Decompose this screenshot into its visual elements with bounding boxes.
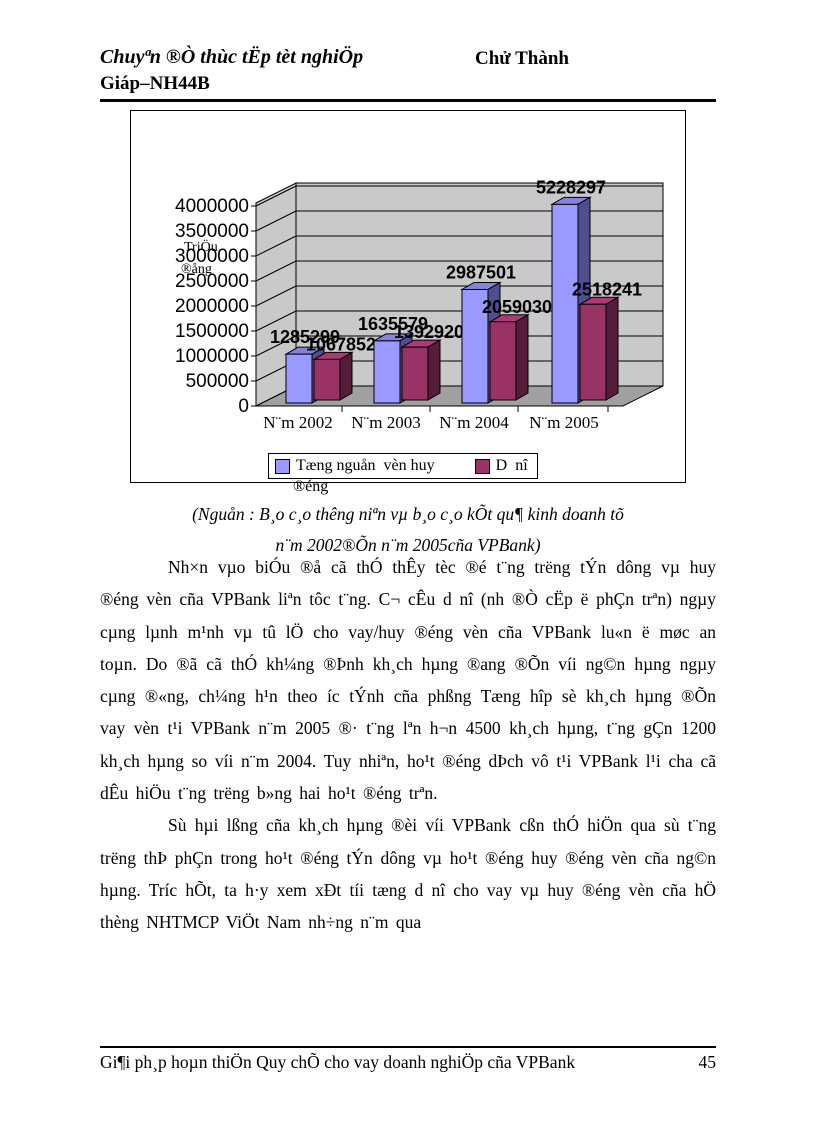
legend-label-series2: D nî <box>495 457 528 474</box>
gridline-left-wall <box>255 310 297 332</box>
caption-line2: n¨m 2002®Õn n¨m 2005cña VPBank) <box>275 535 541 555</box>
gridline-left-wall <box>255 260 297 282</box>
bar-series1-front <box>461 288 489 404</box>
data-label-series1: 5228297 <box>536 177 606 197</box>
data-label-series2: 1067852 <box>306 334 376 354</box>
footer-rule <box>100 1046 716 1048</box>
legend-swatch-series1 <box>275 458 290 474</box>
y-tick-label: 3000000 <box>175 246 249 267</box>
y-tick-label: 1000000 <box>175 346 249 367</box>
data-label-series1: 2987501 <box>446 262 516 282</box>
page-number: 45 <box>698 1052 717 1072</box>
y-tick-label: 1500000 <box>175 321 249 342</box>
gridline-left-wall <box>255 335 297 357</box>
y-tick-label: 4000000 <box>175 196 249 217</box>
y-tick-label: 0 <box>238 396 249 417</box>
legend-label-series1: Tæng nguån vèn huy <box>296 457 435 474</box>
bar-series2-front <box>313 358 341 401</box>
header-author-class: Giáp–NH44B <box>100 73 210 94</box>
y-axis-title-line1: TriÖu <box>184 238 218 255</box>
data-label-series2: 2518241 <box>572 279 642 299</box>
data-label-series1: 1285299 <box>270 327 340 347</box>
x-category-label: N¨m 2004 <box>439 413 509 432</box>
bar-series2-side <box>605 296 619 401</box>
bar-series1-front <box>285 353 313 404</box>
chart-legend: Tæng nguån vèn huy D nî <box>268 453 538 479</box>
y-axis-title-line2: ®ång <box>181 262 212 277</box>
x-category-label: N¨m 2002 <box>263 413 332 432</box>
bar-series2-front <box>489 321 517 401</box>
bar-series1-front <box>373 340 401 404</box>
paragraph-1: Nh×n vµo biÓu ®å cã thÓ thÊy tèc ®é t¨ng… <box>100 557 716 804</box>
paragraph-2: Sù hµi lßng cña kh¸ch hµng ®èi víi VPBan… <box>100 815 716 933</box>
body-text: Nh×n vµo biÓu ®å cã thÓ thÊy tèc ®é t¨ng… <box>100 551 716 939</box>
y-tick-label: 2000000 <box>175 296 249 317</box>
data-label-series2: 1392920 <box>394 322 464 342</box>
bar-series2-side <box>515 313 529 401</box>
header-title: Chuyªn ®Ò thùc tËp tèt nghiÖp <box>100 46 364 68</box>
page-footer: Gi¶i ph¸p hoµn thiÖn Quy chÕ cho vay doa… <box>100 1052 716 1073</box>
data-label-series2: 2059030 <box>482 297 552 317</box>
bar-series2-side <box>427 339 441 401</box>
bar-series2-front <box>579 303 607 401</box>
x-category-label: N¨m 2005 <box>529 413 598 432</box>
gridline-left-wall <box>255 235 297 257</box>
chart-caption: (Nguån : B¸o c¸o thêng niªn vµ b¸o c¸o k… <box>100 499 716 561</box>
chart-frame: 0 500000 1000000 1500000 2000000 2500000 30000… <box>130 110 686 495</box>
header-rule <box>100 99 716 102</box>
gridline-left-wall <box>255 185 297 207</box>
y-tick-label: 2500000 <box>175 271 249 292</box>
legend-label-series1-overflow: ®éng <box>293 478 329 495</box>
bar-chart: 0 500000 1000000 1500000 2000000 2500000 30000… <box>175 177 664 432</box>
data-label-series1: 1635579 <box>358 314 428 334</box>
caption-line1: (Nguån : B¸o c¸o thêng niªn vµ b¸o c¸o k… <box>192 504 624 524</box>
legend-swatch-series2 <box>474 458 490 474</box>
gridline-left-wall <box>255 285 297 307</box>
y-tick-label: 500000 <box>186 371 249 392</box>
gridline-left-wall <box>255 210 297 232</box>
page-header: Chuyªn ®Ò thùc tËp tèt nghiÖp Chử Thành … <box>100 46 716 94</box>
footer-text: Gi¶i ph¸p hoµn thiÖn Quy chÕ cho vay doa… <box>100 1052 576 1072</box>
header-author-name: Chử Thành <box>475 48 569 69</box>
x-category-label: N¨m 2003 <box>351 413 420 432</box>
bar-series2-front <box>401 346 429 401</box>
bar-series2-side <box>339 351 353 401</box>
bar-series1-front <box>551 203 579 404</box>
y-tick-label: 3500000 <box>175 221 249 242</box>
